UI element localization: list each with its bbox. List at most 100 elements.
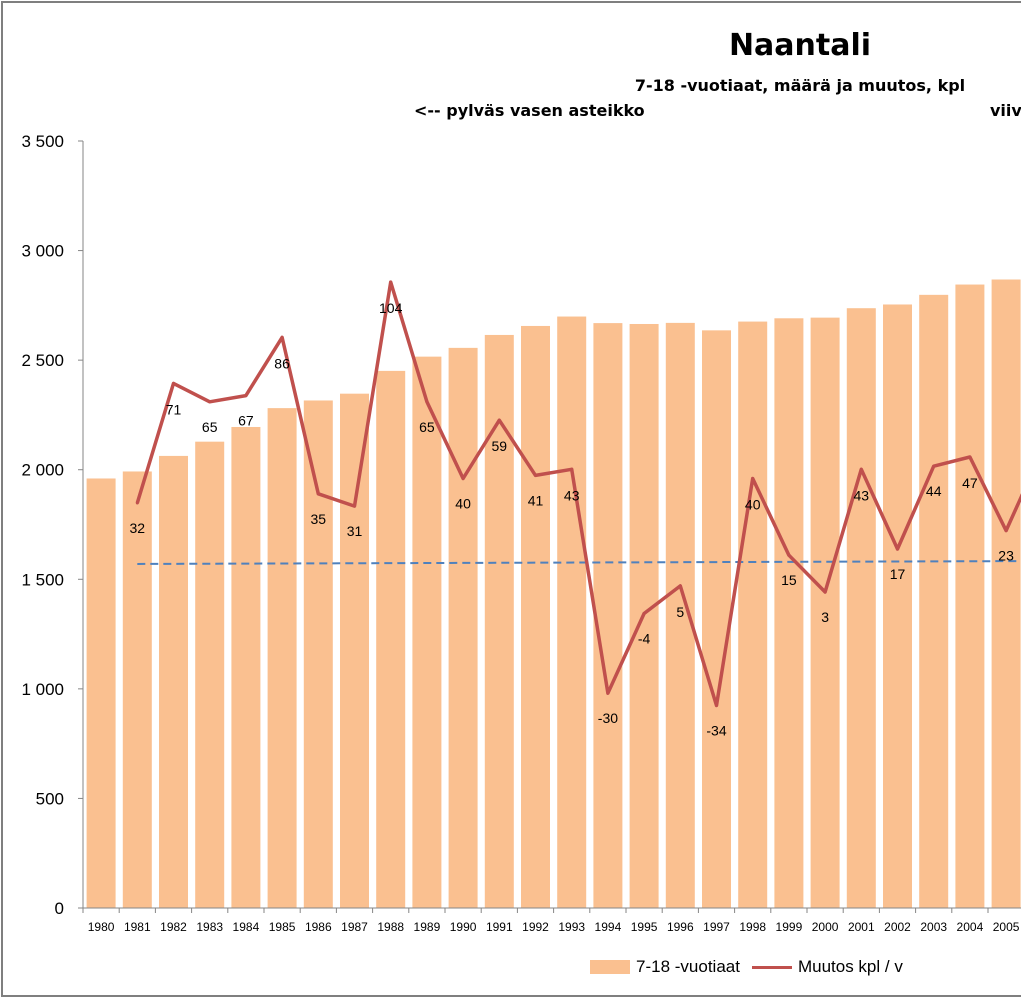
line-data-label: 32 (130, 520, 146, 536)
y-tick-label: 2 000 (21, 461, 64, 480)
x-tick-label: 1988 (377, 920, 404, 934)
trendline-path (137, 560, 1021, 565)
x-tick-label: 2005 (993, 920, 1020, 934)
line-data-label: 65 (202, 419, 218, 435)
bar-series (86, 279, 1021, 909)
legend-label-line: Muutos kpl / v (797, 957, 903, 976)
bar (738, 321, 768, 908)
line-point (280, 335, 284, 339)
chart-subtitle: 7-18 -vuotiaat, määrä ja muutos, kpl (634, 76, 966, 95)
bar (340, 393, 369, 908)
line-series-path (135, 280, 1021, 708)
line-point (172, 381, 175, 385)
bar (883, 304, 912, 908)
x-tick-label: 1981 (124, 920, 151, 934)
bar (521, 325, 550, 909)
line-data-label: 104 (379, 300, 403, 316)
bar (810, 317, 840, 908)
x-tick-label: 1987 (341, 920, 368, 934)
line-data-label: 15 (781, 572, 797, 588)
legend: 7-18 -vuotiaat Muutos kpl / v (590, 954, 915, 980)
line-point (859, 467, 863, 471)
line-point (534, 473, 537, 477)
x-tick-label: 1993 (558, 920, 585, 934)
x-tick-label: 1997 (703, 920, 730, 934)
bar (991, 279, 1021, 908)
line-point (678, 584, 682, 588)
line-point (968, 455, 972, 459)
y-tick-label: 3 500 (21, 132, 64, 151)
x-tick-label: 1990 (450, 920, 477, 934)
line-series (135, 280, 1021, 708)
line-point (823, 590, 827, 594)
chart-title: Naantali (728, 28, 872, 63)
line-data-label: 31 (347, 523, 363, 539)
y-tick-label: 0 (55, 899, 64, 918)
x-tick-label: 1999 (776, 920, 803, 934)
bar (846, 308, 876, 908)
line-data-label: 67 (238, 413, 254, 429)
bar (159, 455, 188, 908)
line-point (244, 394, 248, 398)
line-point (135, 501, 139, 505)
x-tick-label: 1983 (196, 920, 223, 934)
line-point (606, 691, 610, 695)
y-tick-label: 3 000 (21, 242, 64, 261)
line-data-label: 5 (676, 604, 684, 620)
right-axis-note: viiv (990, 101, 1021, 120)
x-tick-label: 1982 (160, 920, 187, 934)
y-tick-label: 500 (36, 789, 64, 808)
line-data-label: 71 (166, 401, 182, 417)
line-point (570, 467, 574, 471)
line-point (389, 280, 393, 284)
line-point (497, 418, 501, 422)
x-tick-label: 1980 (88, 920, 115, 934)
line-point (896, 547, 899, 551)
x-tick-label: 2004 (957, 920, 984, 934)
line-point (316, 492, 320, 496)
x-tick-label: 2003 (920, 920, 947, 934)
bar (448, 347, 478, 908)
line-data-label: 59 (492, 438, 508, 454)
line-point (353, 504, 356, 508)
line-data-label: -34 (706, 723, 726, 739)
line-data-label: 41 (528, 492, 544, 508)
line-point (932, 464, 936, 468)
bar (86, 478, 116, 908)
left-axis-note: <-- pylväs vasen asteikko (414, 101, 645, 120)
bar (919, 294, 949, 909)
x-tick-label: 1986 (305, 920, 332, 934)
line-point (642, 611, 646, 615)
x-tick-label: 1998 (739, 920, 766, 934)
line-data-label: 35 (311, 511, 327, 527)
bar (557, 316, 587, 908)
line-point (425, 400, 429, 404)
line-data-label: 3 (821, 609, 829, 625)
line-data-label: 43 (854, 487, 870, 503)
trendline (137, 560, 1021, 565)
line-data-label: 23 (998, 548, 1014, 564)
line-data-label: 17 (890, 566, 906, 582)
bar (484, 334, 514, 909)
bar (412, 356, 442, 908)
line-data-label: 43 (564, 487, 580, 503)
legend-item-line: Muutos kpl / v (751, 957, 903, 977)
line-data-labels: 32 71 65 67 86 35 31 104 65 40 59 41 43 -30 -4 5 -34 40 15… (130, 300, 1015, 738)
line-data-label: 47 (962, 475, 978, 491)
line-data-label: -4 (638, 630, 651, 646)
x-axis: 1980 1981 1982 1983 1984 1985 1986 1987 1988 1989… (82, 907, 1021, 934)
bar (955, 284, 985, 908)
bar (122, 471, 152, 908)
x-tick-label: 2000 (812, 920, 839, 934)
line-point (208, 400, 212, 404)
x-tick-label: 2002 (884, 920, 911, 934)
x-tick-label: 1989 (414, 920, 441, 934)
line-data-label: -30 (598, 710, 618, 726)
bar (267, 408, 297, 908)
line-data-label: 40 (745, 496, 761, 512)
y-tick-label: 2 500 (21, 351, 64, 370)
bar (303, 400, 333, 908)
bar (376, 370, 406, 908)
